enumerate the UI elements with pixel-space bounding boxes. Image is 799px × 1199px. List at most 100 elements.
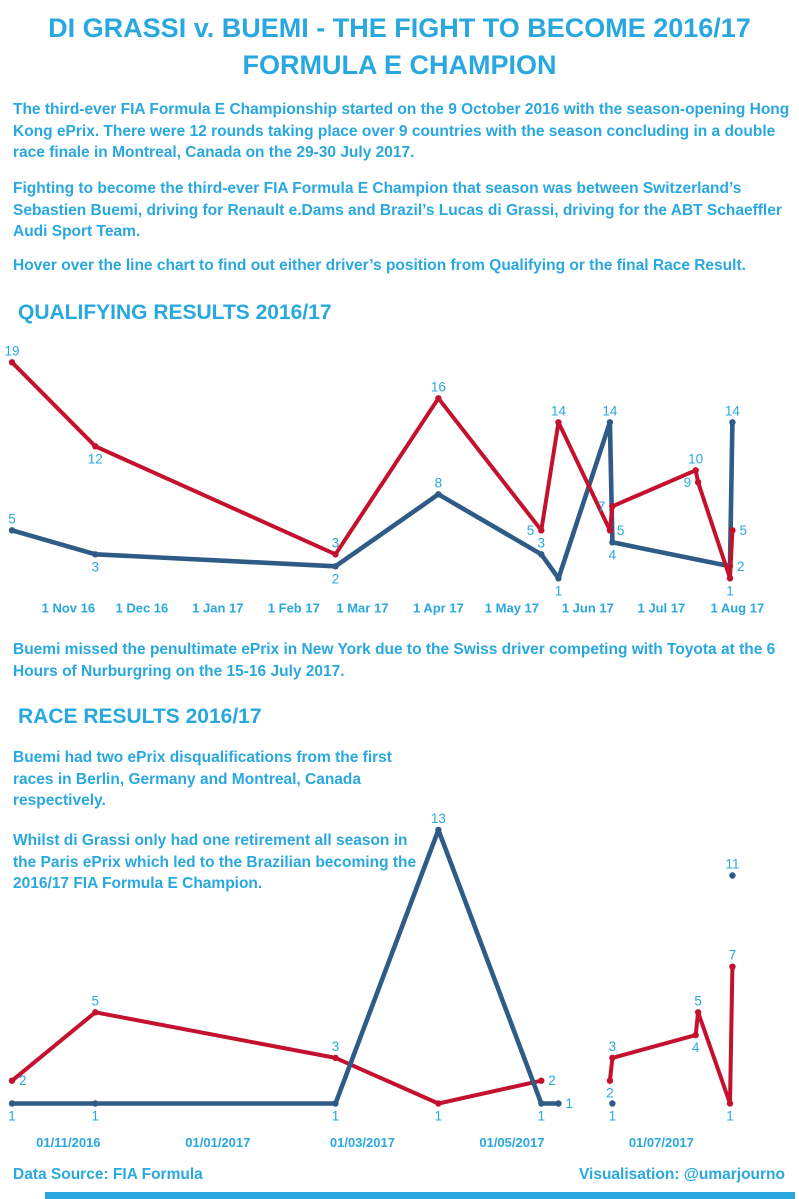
visualisation-credit-label: Visualisation: @umarjourno	[578, 1166, 785, 1183]
series-line	[10, 360, 735, 581]
data-point-label: 7	[729, 948, 737, 963]
data-point[interactable]	[555, 1100, 562, 1107]
data-point-label: 3	[609, 1039, 617, 1054]
data-point[interactable]	[92, 551, 99, 558]
intro-paragraph-1: The third-ever FIA Formula E Championshi…	[13, 101, 790, 161]
data-point[interactable]	[8, 1077, 16, 1084]
x-axis-tick-label: 1 Apr 17	[413, 601, 464, 616]
intro-paragraph-2: Fighting to become the third-ever FIA Fo…	[13, 180, 782, 240]
data-point-label: 1	[565, 1096, 573, 1111]
data-point[interactable]	[92, 1009, 99, 1016]
data-point[interactable]	[694, 479, 702, 486]
data-point[interactable]	[694, 1009, 702, 1016]
race-results-chart[interactable]: 01/11/2016 01/01/2017 01/03/2017 01/05/2017…	[0, 811, 799, 1160]
data-point[interactable]	[555, 419, 562, 426]
data-point-label: 1	[8, 1109, 16, 1124]
bottom-accent-bar	[45, 1192, 795, 1199]
data-point-label: 3	[538, 535, 546, 550]
data-point[interactable]	[332, 1054, 339, 1062]
data-point[interactable]	[729, 963, 736, 970]
data-point[interactable]	[8, 359, 16, 366]
x-axis-tick-label: 1 Feb 17	[268, 601, 320, 616]
data-point[interactable]	[609, 1100, 616, 1107]
data-point[interactable]	[729, 527, 736, 534]
data-point[interactable]	[606, 419, 614, 426]
data-point-label: 2	[332, 571, 340, 586]
data-point[interactable]	[606, 527, 614, 534]
x-axis-tick-label: 1 Dec 16	[115, 601, 168, 616]
data-point[interactable]	[435, 395, 442, 402]
data-point-label: 5	[527, 523, 535, 538]
qualifying-section-heading: QUALIFYING RESULTS 2016/17	[18, 301, 332, 324]
data-point[interactable]	[606, 1077, 614, 1084]
data-point[interactable]	[729, 419, 736, 426]
race-section-heading: RACE RESULTS 2016/17	[18, 705, 262, 728]
data-point-label: 14	[725, 403, 741, 418]
data-point[interactable]	[538, 1100, 545, 1107]
data-point[interactable]	[435, 1100, 442, 1107]
data-point-label: 1	[538, 1109, 546, 1124]
intro-paragraph-3: Hover over the line chart to find out ei…	[13, 257, 746, 274]
data-point[interactable]	[332, 551, 339, 558]
data-point-label: 19	[4, 343, 19, 358]
data-point-label: 1	[609, 1109, 617, 1124]
data-point-label: 1	[435, 1109, 443, 1124]
data-point-label: 2	[548, 1073, 556, 1088]
data-point-label: 4	[609, 547, 617, 562]
data-point-label: 7	[598, 499, 606, 514]
data-point[interactable]	[332, 1100, 339, 1107]
data-point-label: 1	[555, 583, 563, 598]
data-point-label: 11	[725, 857, 739, 872]
data-point[interactable]	[538, 551, 545, 558]
data-point-label: 3	[332, 1039, 340, 1054]
data-point[interactable]	[435, 491, 442, 498]
data-point-label: 1	[726, 583, 734, 598]
data-point[interactable]	[92, 443, 99, 450]
data-point[interactable]	[726, 1100, 734, 1107]
data-point-label: 1	[92, 1109, 100, 1124]
x-axis-tick-label: 01/07/2017	[629, 1135, 694, 1150]
data-point-label: 13	[431, 811, 446, 826]
x-axis-tick-label: 1 Jan 17	[192, 601, 243, 616]
x-axis-tick-label: 1 May 17	[485, 601, 539, 616]
data-point[interactable]	[609, 1054, 616, 1062]
data-point[interactable]	[609, 539, 616, 546]
data-point[interactable]	[729, 872, 736, 879]
data-point[interactable]	[8, 527, 16, 534]
data-point-label: 9	[684, 475, 692, 490]
data-point-label: 1	[726, 1109, 734, 1124]
data-point[interactable]	[692, 1031, 699, 1039]
data-point[interactable]	[609, 503, 616, 510]
x-axis-tick-label: 1 Jun 17	[562, 601, 614, 616]
data-point-label: 2	[737, 559, 745, 574]
data-point-label: 4	[692, 1040, 700, 1055]
data-point[interactable]	[8, 1100, 16, 1107]
x-axis-tick-label: 01/11/2016	[36, 1135, 100, 1150]
data-point-label: 5	[617, 523, 625, 538]
data-point[interactable]	[726, 575, 734, 582]
data-point-label: 12	[88, 451, 103, 466]
x-axis-tick-label: 1 Nov 16	[42, 601, 95, 616]
data-point[interactable]	[92, 1100, 99, 1107]
x-axis-tick-label: 01/05/2017	[479, 1135, 544, 1150]
data-point[interactable]	[435, 826, 442, 834]
data-point-label: 3	[92, 559, 100, 574]
x-axis-tick-label: 1 Jul 17	[638, 601, 686, 616]
x-axis-tick-label: 1 Aug 17	[710, 601, 764, 616]
qualifying-results-chart[interactable]: 1 Nov 16 1 Dec 16 1 Jan 17 1 Feb 17 1 Mar 17…	[0, 338, 799, 634]
series-line	[10, 1010, 544, 1106]
data-point[interactable]	[538, 527, 545, 534]
data-point-label: 10	[688, 451, 703, 466]
data-point[interactable]	[555, 575, 562, 582]
data-point[interactable]	[332, 563, 339, 570]
qualifying-note: Buemi missed the penultimate ePrix in Ne…	[13, 641, 776, 680]
x-axis-tick-label: 01/01/2017	[185, 1135, 250, 1150]
data-point[interactable]	[538, 1077, 545, 1084]
race-note-1: Buemi had two ePrix disqualifications fr…	[13, 749, 392, 809]
series-line	[9, 420, 735, 581]
race-note-2: Whilst di Grassi only had one retirement…	[13, 832, 417, 892]
data-point[interactable]	[692, 467, 699, 474]
page-title-line-1: DI GRASSI v. BUEMI - THE FIGHT TO BECOME…	[48, 13, 751, 43]
data-point-label: 5	[92, 993, 100, 1008]
data-point-label: 14	[551, 403, 567, 418]
